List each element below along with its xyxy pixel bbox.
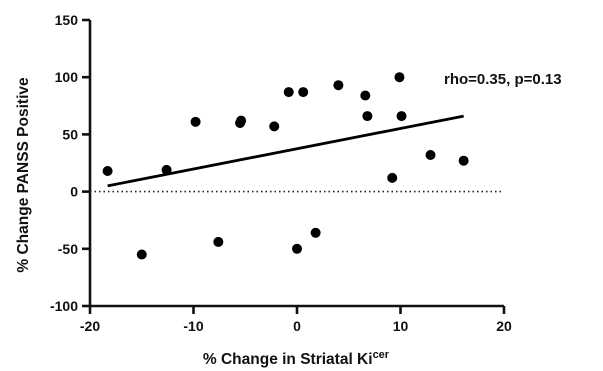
data-point — [396, 111, 407, 122]
data-point — [269, 121, 280, 132]
x-tick-label: 0 — [293, 318, 301, 334]
data-point — [102, 166, 113, 177]
data-point — [213, 236, 224, 247]
data-point — [360, 90, 371, 101]
y-tick-label: 0 — [70, 184, 78, 200]
data-point — [387, 172, 398, 183]
fit-line — [107, 114, 464, 188]
data-point — [298, 87, 309, 98]
axes — [82, 18, 506, 314]
data-point — [310, 227, 321, 238]
data-point — [394, 72, 405, 83]
data-point — [458, 155, 469, 166]
x-axis-title-superscript: cer — [373, 349, 390, 361]
y-axis-title: % Change PANSS Positive — [15, 77, 32, 273]
data-point — [283, 87, 294, 98]
data-points — [102, 72, 469, 260]
x-tick-label: 10 — [393, 318, 409, 334]
y-tick-label: 150 — [55, 12, 79, 28]
x-tick-label: 20 — [496, 318, 512, 334]
x-tick-label: -20 — [80, 318, 100, 334]
y-tick-label: 100 — [55, 69, 79, 85]
data-point — [161, 164, 172, 175]
correlation-annotation: rho=0.35, p=0.13 — [444, 71, 562, 88]
x-tick-label: -10 — [183, 318, 203, 334]
data-point — [333, 80, 344, 91]
y-tick-label: 50 — [62, 126, 78, 142]
data-point — [292, 243, 302, 254]
x-axis-title-main: % Change in Striatal Ki — [203, 351, 373, 368]
y-tick-label: -100 — [50, 298, 78, 314]
data-point — [136, 249, 147, 260]
data-point — [425, 149, 436, 160]
x-axis-title: % Change in Striatal Kicer — [203, 349, 390, 368]
y-tick-label: -50 — [58, 241, 78, 257]
data-point — [236, 115, 247, 126]
regression-line — [107, 114, 464, 188]
data-point — [362, 111, 373, 122]
data-point — [190, 116, 201, 127]
